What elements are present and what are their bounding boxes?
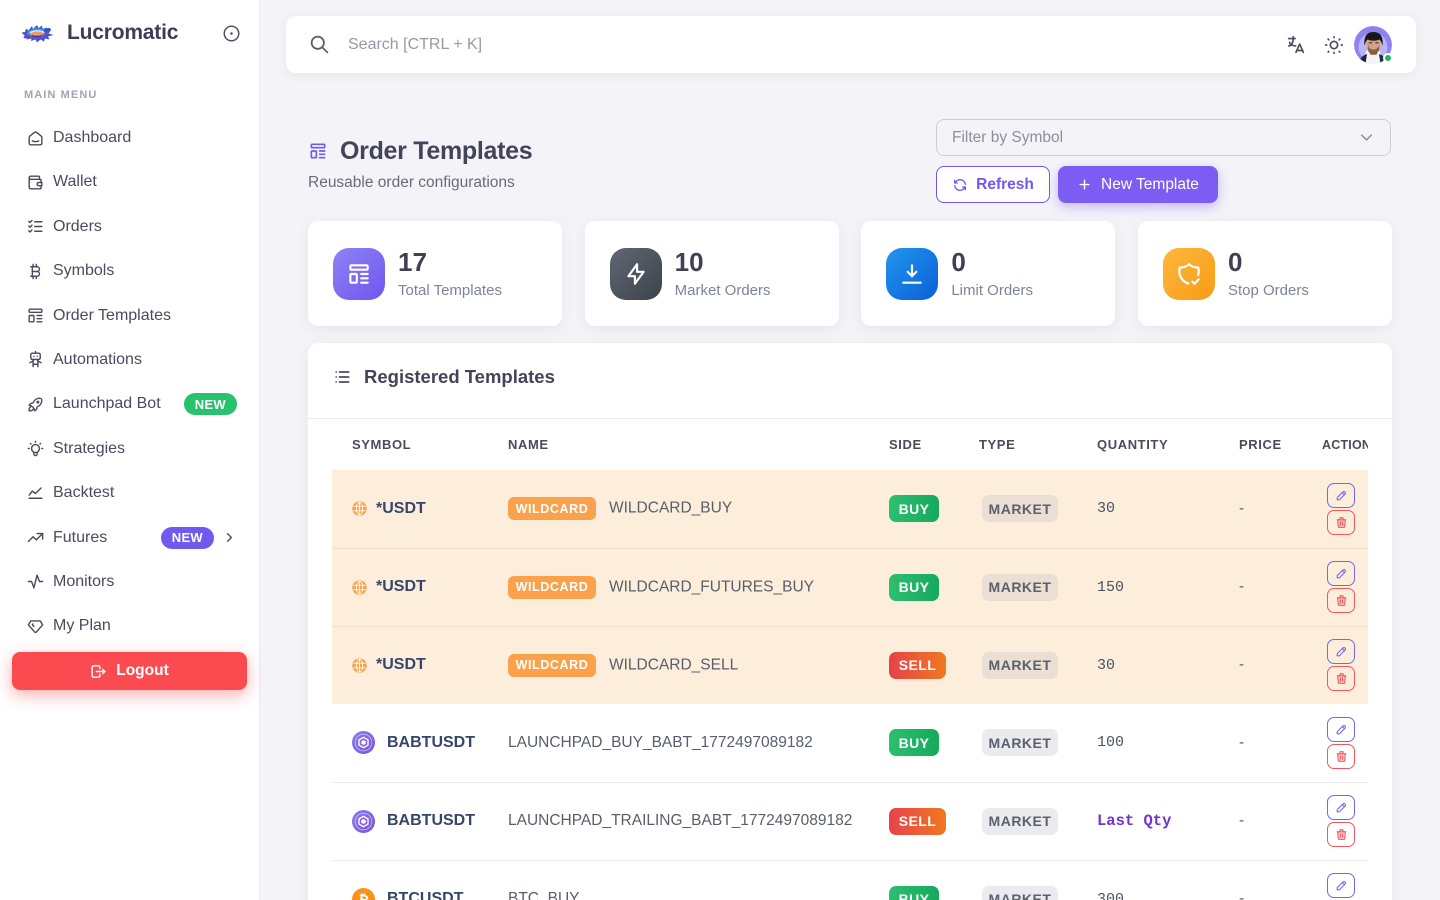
svg-text:₿: ₿ (357, 891, 371, 900)
